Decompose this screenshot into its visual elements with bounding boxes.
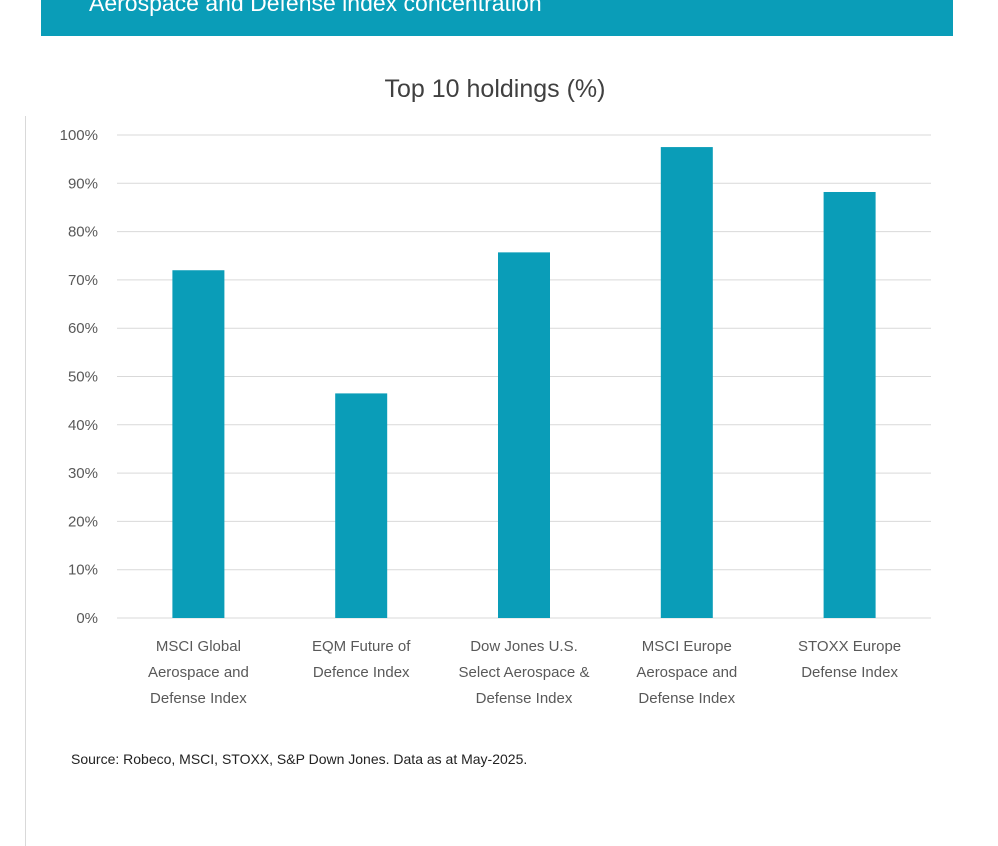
x-tick-label-line: Aerospace and: [636, 664, 737, 681]
x-tick-label-line: Defense Index: [638, 690, 735, 707]
bar-chart: Top 10 holdings (%) 0% 10% 20% 30% 40% 50% 60%…: [60, 75, 931, 707]
x-tick-label: STOXX Europe Defense Index: [798, 638, 901, 681]
x-tick-label-line: MSCI Global: [156, 638, 241, 655]
x-tick-label-line: Dow Jones U.S.: [470, 638, 578, 655]
x-tick-label-line: Defence Index: [313, 664, 410, 681]
bars: [172, 147, 876, 618]
x-tick-label: MSCI Europe Aerospace and Defense Index: [636, 638, 737, 707]
y-tick-label: 0%: [76, 610, 98, 627]
y-tick-label: 50%: [68, 369, 98, 386]
x-tick-label-line: Defense Index: [801, 664, 898, 681]
source-note: Source: Robeco, MSCI, STOXX, S&P Down Jo…: [71, 751, 528, 767]
x-tick-label-line: Defense Index: [150, 690, 247, 707]
y-tick-label: 20%: [68, 513, 98, 530]
y-tick-label: 90%: [68, 175, 98, 192]
y-tick-label: 10%: [68, 562, 98, 579]
y-tick-label: 60%: [68, 320, 98, 337]
x-axis-category-labels: MSCI Global Aerospace and Defense Index EQM…: [148, 638, 901, 707]
bar: [660, 147, 713, 618]
x-tick-label-line: EQM Future of: [312, 638, 411, 655]
page-title: Aerospace and Defense index concentratio…: [89, 0, 542, 16]
x-tick-label-line: Aerospace and: [148, 664, 249, 681]
x-tick-label: MSCI Global Aerospace and Defense Index: [148, 638, 249, 707]
x-tick-label-line: STOXX Europe: [798, 638, 901, 655]
y-tick-label: 30%: [68, 465, 98, 482]
x-tick-label: Dow Jones U.S. Select Aerospace & Defense …: [459, 638, 590, 707]
bar: [823, 191, 876, 618]
chart-title: Top 10 holdings (%): [385, 75, 606, 103]
x-tick-label-line: MSCI Europe: [642, 638, 732, 655]
x-tick-label-line: Defense Index: [476, 690, 573, 707]
y-tick-label: 80%: [68, 224, 98, 241]
y-tick-label: 100%: [60, 127, 98, 144]
bar: [335, 393, 388, 618]
y-axis-tick-labels: 0% 10% 20% 30% 40% 50% 60% 70% 80% 90% 100%: [60, 127, 98, 627]
header-banner: Aerospace and Defense index concentratio…: [41, 0, 953, 36]
bar: [498, 252, 550, 618]
y-tick-label: 40%: [68, 417, 98, 434]
x-tick-label-line: Select Aerospace &: [459, 664, 590, 681]
left-divider: [25, 116, 26, 846]
y-tick-label: 70%: [68, 272, 98, 289]
x-tick-label: EQM Future of Defence Index: [312, 638, 411, 681]
bar: [172, 270, 225, 618]
